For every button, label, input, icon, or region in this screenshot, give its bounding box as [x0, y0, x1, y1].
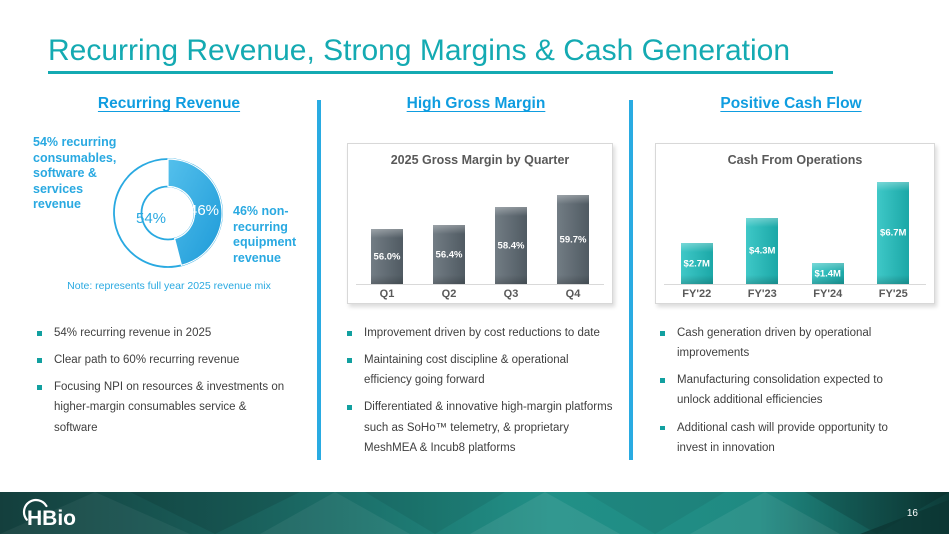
bar: 58.4%: [495, 207, 527, 284]
bullet-item: Additional cash will provide opportunity…: [658, 418, 910, 458]
page-title: Recurring Revenue, Strong Margins & Cash…: [48, 34, 791, 67]
donut-chart: 46% 54%: [111, 156, 225, 270]
recurring-revenue-heading: Recurring Revenue: [97, 95, 241, 112]
column-positive-cash-flow: Positive Cash Flow Cash From Operations …: [645, 95, 937, 470]
bullet-item: Focusing NPI on resources & investments …: [35, 377, 291, 437]
donut-slice-nonrecurring: [167, 158, 223, 267]
bar-value-label: 58.4%: [497, 240, 525, 251]
bullet-item: Differentiated & innovative high-margin …: [345, 397, 613, 457]
footer-band: HBio 16: [0, 492, 949, 534]
bar: $6.7M: [877, 182, 910, 284]
bar-value-label: 56.0%: [373, 251, 401, 262]
axis-tick-label: Q4: [565, 288, 581, 300]
column-high-gross-margin: High Gross Margin 2025 Gross Margin by Q…: [332, 95, 620, 470]
bullet-item: 54% recurring revenue in 2025: [35, 323, 291, 343]
cash-flow-chart-title: Cash From Operations: [727, 153, 863, 167]
bullet-item: Maintaining cost discipline & operationa…: [345, 350, 613, 390]
column-divider-2: [629, 100, 633, 460]
axis-tick-label: FY'25: [878, 288, 908, 300]
bar-Q3: 58.4%: [480, 174, 542, 284]
donut-label-recurring: 54% recurring consumables, software & se…: [33, 135, 117, 211]
logo-arc-icon: [22, 498, 48, 521]
donut-pct-nonrecurring: 46%: [189, 202, 219, 219]
axis-tick-label: FY'24: [813, 288, 843, 300]
gross-margin-chart-panel: 2025 Gross Margin by Quarter 56.0% 56.4% 5…: [347, 143, 613, 304]
bar-value-label: 59.7%: [559, 234, 587, 245]
bar-Q1: 56.0%: [356, 174, 418, 284]
bullet-item: Cash generation driven by operational im…: [658, 323, 910, 363]
footer-pattern: [0, 492, 949, 534]
donut-note: Note: represents full year 2025 revenue …: [67, 280, 271, 292]
bar-value-label: $2.7M: [683, 258, 710, 269]
title-underline: [48, 71, 833, 74]
bar: 56.4%: [433, 225, 465, 284]
donut-chart-svg: 46% 54%: [113, 158, 223, 268]
bar-FY'24: $1.4M: [795, 174, 861, 284]
cash-flow-bullets: Cash generation driven by operational im…: [658, 323, 910, 465]
axis-tick-label: FY'22: [682, 288, 712, 300]
bar-value-label: $6.7M: [880, 227, 907, 239]
bar-Q2: 56.4%: [418, 174, 480, 284]
bar-FY'22: $2.7M: [664, 174, 730, 284]
cash-flow-chart-panel: Cash From Operations $2.7M $4.3M $1.4M $6.7…: [655, 143, 935, 304]
bar-value-label: $4.3M: [749, 245, 776, 257]
gross-margin-chart-title: 2025 Gross Margin by Quarter: [390, 153, 570, 167]
bar-Q4: 59.7%: [542, 174, 604, 284]
bullet-item: Clear path to 60% recurring revenue: [35, 350, 291, 370]
column-divider-1: [317, 100, 321, 460]
bar-value-label: $1.4M: [814, 268, 841, 279]
bullet-item: Manufacturing consolidation expected to …: [658, 370, 910, 410]
bar: 56.0%: [371, 229, 403, 284]
column-recurring-revenue: Recurring Revenue 54% recurring consumab…: [25, 95, 313, 470]
page-number: 16: [906, 508, 918, 519]
bar-FY'23: $4.3M: [730, 174, 796, 284]
bar: $1.4M: [811, 263, 844, 284]
cash-flow-plot: $2.7M $4.3M $1.4M $6.7M FY'22 FY'23 FY'24 FY'25: [664, 174, 927, 300]
bar-value-label: 56.4%: [435, 249, 463, 260]
bar: $4.3M: [746, 218, 779, 284]
axis-tick-label: Q2: [441, 288, 457, 300]
gross-margin-bullets: Improvement driven by cost reductions to…: [345, 323, 613, 465]
bar: $2.7M: [680, 243, 713, 284]
logo-text: HBio: [27, 507, 76, 530]
gross-margin-plot: 56.0% 56.4% 58.4% 59.7% Q1 Q2 Q3 Q4: [356, 174, 604, 300]
recurring-revenue-bullets: 54% recurring revenue in 2025 Clear path…: [35, 323, 291, 445]
bar-FY'25: $6.7M: [861, 174, 927, 284]
axis-tick-label: FY'23: [747, 288, 777, 300]
donut-pct-recurring: 54%: [136, 210, 166, 227]
axis-tick-label: Q3: [503, 288, 519, 300]
axis-tick-label: Q1: [379, 288, 395, 300]
cash-flow-heading: Positive Cash Flow: [720, 95, 862, 112]
bar: 59.7%: [557, 195, 589, 284]
donut-label-nonrecurring: 46% non-recurring equipment revenue: [233, 204, 297, 265]
bullet-item: Improvement driven by cost reductions to…: [345, 323, 613, 343]
hbio-logo: HBio: [16, 496, 100, 530]
gross-margin-heading: High Gross Margin: [406, 95, 546, 112]
